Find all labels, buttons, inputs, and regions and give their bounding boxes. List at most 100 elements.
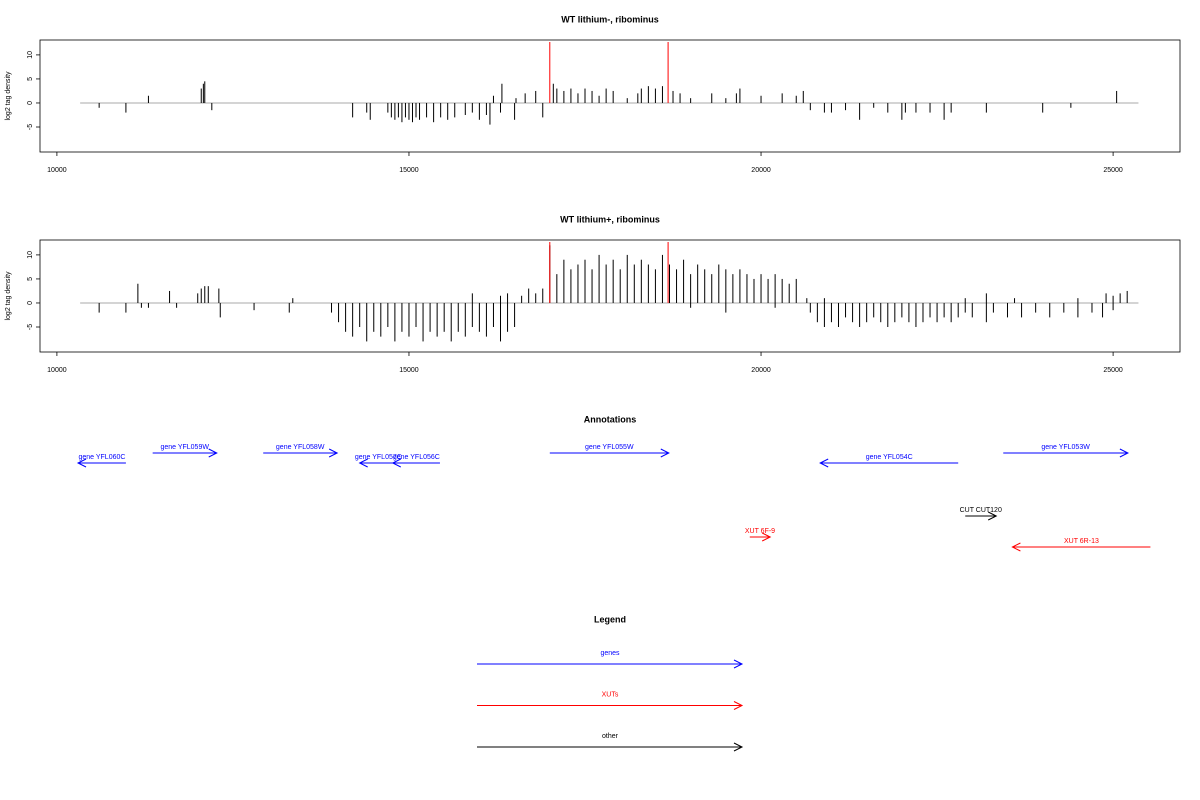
bar [640,259,642,303]
bar [873,302,875,318]
bar [1063,302,1065,313]
feature-arrow-head [819,458,829,468]
bar [485,102,487,115]
bar [640,88,642,103]
chart-title: WT lithium+, ribominus [560,214,660,224]
bar [929,302,931,318]
feature-arrow-head [208,448,218,458]
bar [489,102,491,125]
bar [584,88,586,103]
bar [366,302,368,342]
bar [1112,302,1114,311]
bar [901,102,903,120]
bar [1077,302,1079,318]
bar [823,302,825,328]
feature-label: gene YFL053W [1041,444,1090,451]
x-tick-label: 15000 [399,167,419,174]
feature-arrow-head [358,458,368,468]
feature-label: gene YFL054C [866,454,913,461]
bar [679,93,681,103]
y-tick-label: -5 [27,324,34,330]
bar [426,102,428,118]
bar [408,302,410,337]
bar [387,302,389,328]
bar [440,102,442,118]
bar [654,88,656,103]
x-tick-label: 25000 [1103,367,1123,374]
bar [288,302,290,313]
bar [352,302,354,337]
x-tick-label: 25000 [1103,167,1123,174]
bar [830,302,832,323]
bar [204,81,206,103]
feature-label: gene YFL055W [585,444,634,451]
bar [563,259,565,303]
bar [1035,302,1037,313]
bar [464,102,466,115]
bar [369,102,371,120]
feature-label: XUT 6F-9 [745,528,775,535]
bar [598,95,600,103]
bar [605,264,607,303]
bar [140,302,142,308]
y-tick-label: 5 [27,277,34,281]
bar [626,254,628,303]
bar [200,88,202,103]
bar [147,302,149,308]
bar [894,302,896,323]
bar [605,88,607,103]
feature-arrow-head [328,448,339,458]
bar [683,259,685,303]
bar [535,90,537,103]
bar [823,102,825,113]
bar [591,90,593,103]
bar [661,254,663,303]
bar [1091,302,1093,313]
bar [904,102,906,113]
bar [436,302,438,337]
bar [795,95,797,103]
bar [570,269,572,303]
bar [98,102,100,108]
x-tick-label: 10000 [47,167,67,174]
bar [1042,102,1044,113]
bar [1119,293,1121,303]
bar [697,264,699,303]
bar [478,102,480,120]
bar [1070,102,1072,108]
legend-arrow-head [733,742,744,752]
bar [563,90,565,103]
bar [739,88,741,103]
feature-arrow-head [76,458,87,468]
bar [943,302,945,318]
feature-arrow-head [1011,542,1021,552]
bar [415,302,417,328]
bar [1116,90,1118,103]
bar [915,302,917,328]
bar [837,302,839,328]
bar [535,293,537,303]
chart-title: WT lithium-, ribominus [561,14,659,24]
bar [218,288,220,303]
bar [802,90,804,103]
bar [492,95,494,103]
bar [633,264,635,303]
x-tick-label: 20000 [751,367,771,374]
y-tick-label: -5 [27,124,34,130]
bar [866,302,868,323]
bar [207,286,209,303]
bar [760,95,762,103]
bar [542,102,544,118]
bar [950,302,952,323]
bar [668,264,670,303]
bar [211,102,213,111]
legend-label: other [602,733,619,740]
feature-label: gene YFL057C [355,454,402,461]
bar [471,102,473,113]
bar [514,102,516,120]
bar [908,302,910,323]
bar [887,302,889,328]
bar [852,302,854,323]
bar [380,302,382,337]
